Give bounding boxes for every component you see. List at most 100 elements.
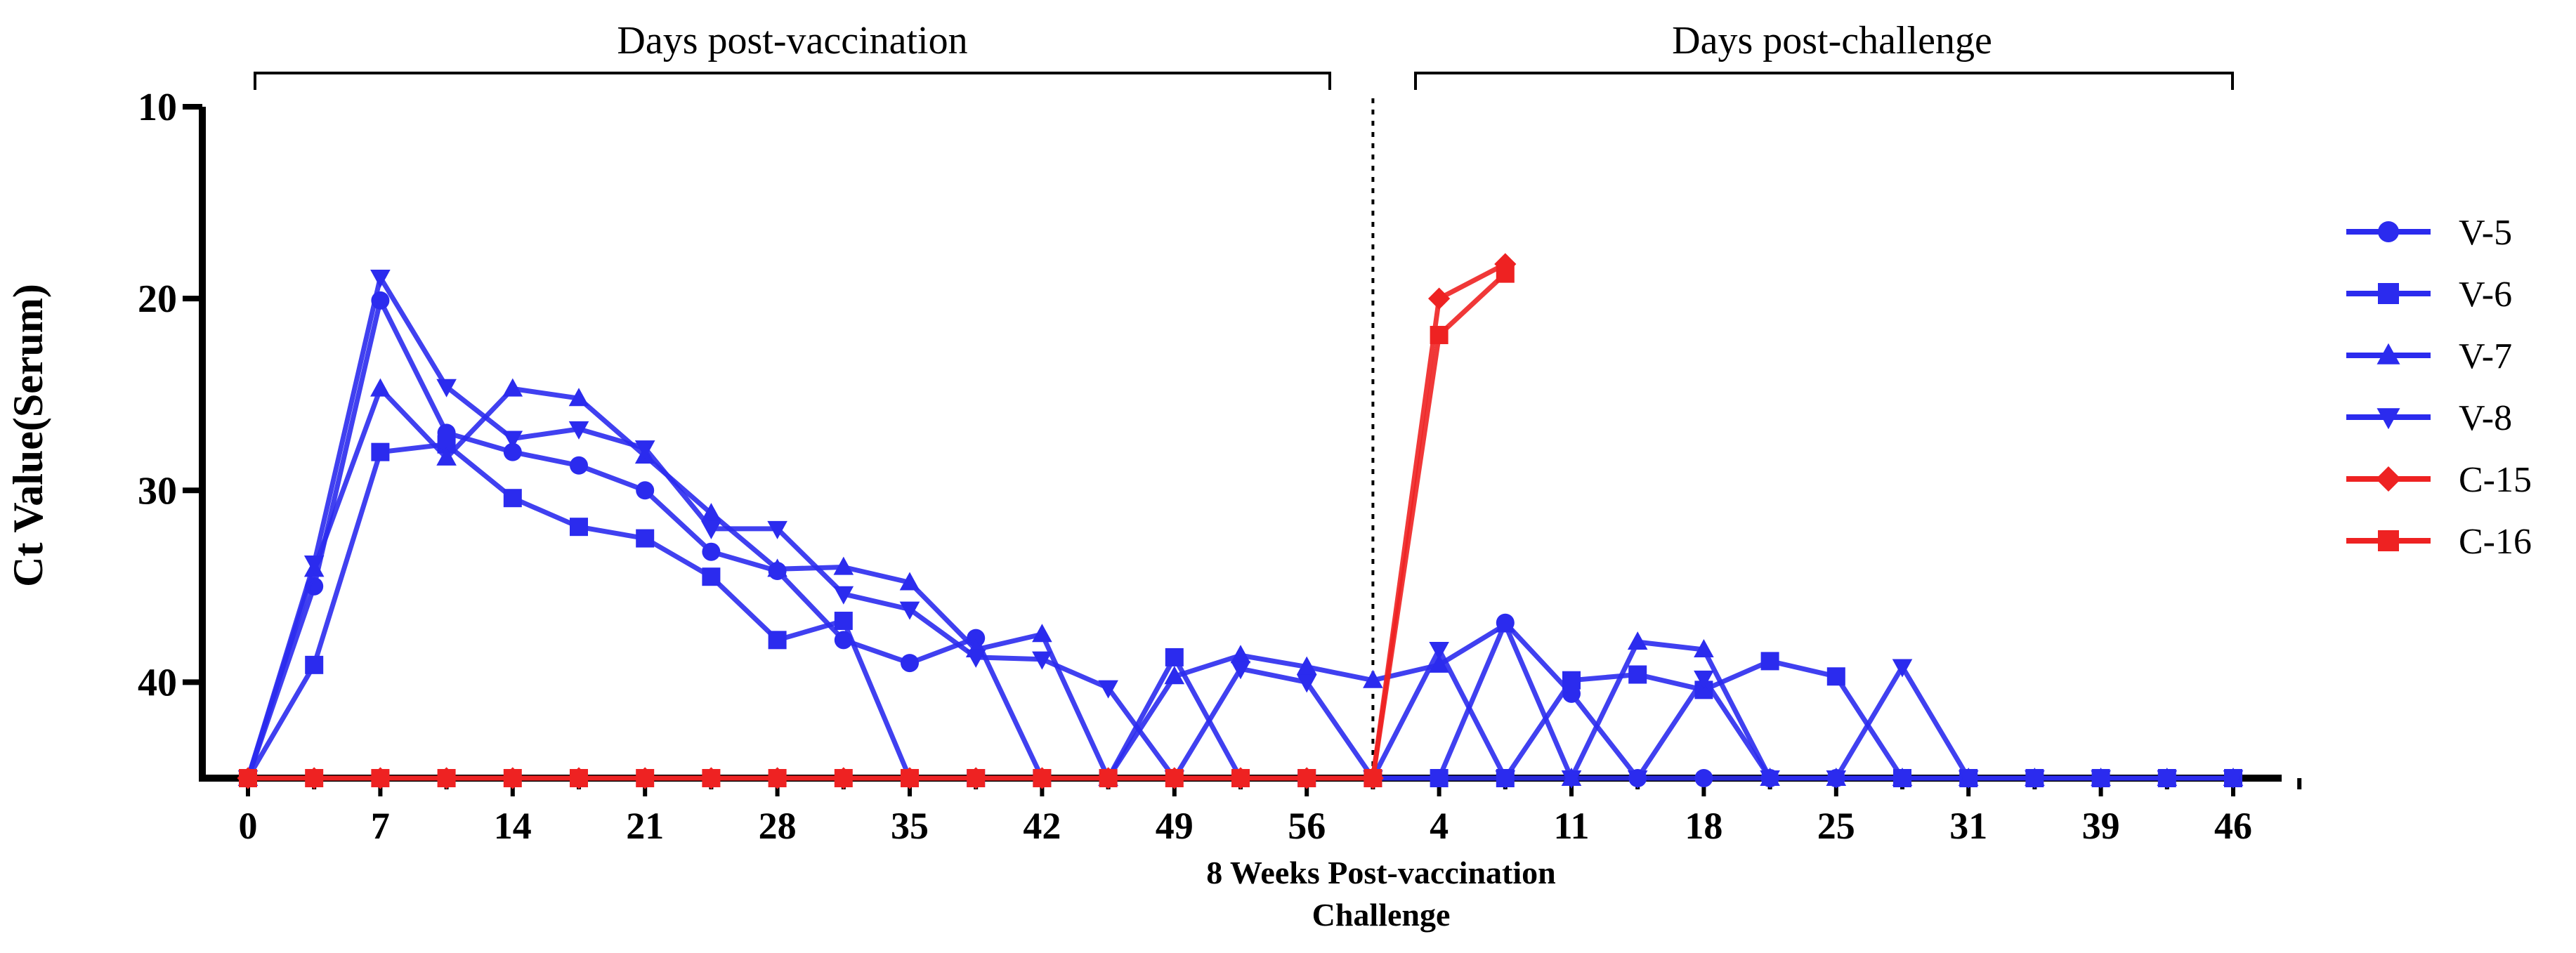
- legend-label: V-7: [2459, 336, 2512, 376]
- data-point-c-15: [1428, 287, 1451, 310]
- x-tick-label: 49: [1156, 805, 1194, 847]
- data-point-v-8: [1694, 670, 1714, 689]
- data-point-v-8: [1561, 770, 1582, 789]
- data-point-v-7: [370, 378, 391, 397]
- legend-label: V-8: [2459, 398, 2512, 438]
- data-point-c-16: [1231, 769, 1250, 787]
- x-tick-label: 28: [759, 805, 797, 847]
- data-point-v-7: [502, 378, 523, 397]
- period-headers: Days post-vaccination Days post-challeng…: [254, 19, 2234, 90]
- data-point-v-6: [1628, 665, 1647, 684]
- y-axis-label: Ct Value(Serum): [5, 284, 51, 587]
- data-point-v-7: [899, 572, 920, 591]
- data-point-v-8: [1958, 770, 1979, 789]
- data-point-v-6: [768, 631, 787, 650]
- data-point-c-16: [371, 769, 390, 787]
- data-point-v-8: [833, 586, 854, 605]
- x-tick-label: 4: [1430, 805, 1449, 847]
- data-point-v-6: [1430, 769, 1449, 787]
- data-point-v-8: [1296, 674, 1317, 693]
- data-point-c-16: [239, 769, 257, 787]
- legend-label: V-6: [2459, 275, 2512, 315]
- legend-label: C-16: [2459, 522, 2532, 562]
- x-tick-label: 25: [1817, 805, 1855, 847]
- legend-marker: [2376, 466, 2401, 492]
- data-point-v-8: [899, 601, 920, 620]
- data-point-v-8: [1032, 651, 1052, 670]
- tick-labels: 10 20 30 40 0 7 14 21 28 35 42 49 56 4 11 18 25 31 39 46: [138, 86, 2252, 847]
- legend-label: V-5: [2459, 213, 2512, 253]
- data-point-v-6: [636, 529, 655, 548]
- data-point-v-7: [1495, 614, 1516, 633]
- x-tick-label: 7: [371, 805, 390, 847]
- data-point-c-16: [768, 769, 787, 787]
- data-point-v-8: [303, 556, 325, 574]
- legend-item-v-5: V-5: [2346, 213, 2512, 253]
- data-point-v-8: [965, 649, 986, 668]
- x-tick-label: 42: [1023, 805, 1061, 847]
- data-point-v-7: [1363, 669, 1383, 688]
- data-point-v-5: [702, 542, 721, 561]
- series-line-c-16: [248, 272, 1508, 781]
- data-point-v-7: [833, 556, 854, 575]
- data-point-v-6: [834, 612, 853, 631]
- data-point-v-5: [901, 654, 919, 673]
- data-point-v-7: [767, 558, 787, 577]
- legend-marker: [2378, 530, 2399, 551]
- x-tick-label: 0: [239, 805, 258, 847]
- x-tick-label: 21: [626, 805, 664, 847]
- data-point-c-16: [702, 769, 721, 787]
- data-point-c-16: [1364, 769, 1382, 787]
- vaccination-period-bracket: [254, 72, 1331, 90]
- data-point-v-8: [1098, 680, 1118, 699]
- data-point-v-7: [1429, 654, 1449, 673]
- data-point-v-5: [503, 442, 522, 461]
- legend-item-c-15: C-15: [2346, 460, 2532, 500]
- data-point-c-16: [636, 769, 655, 787]
- data-point-c-16: [901, 769, 919, 787]
- series-line-v-8: [245, 275, 2233, 781]
- data-point-c-16: [570, 769, 588, 787]
- data-point-v-6: [570, 518, 588, 537]
- data-point-v-6: [1562, 671, 1581, 690]
- data-point-v-7: [701, 503, 721, 522]
- data-point-c-16: [1430, 326, 1449, 345]
- data-point-c-16: [1496, 264, 1515, 283]
- series-line-v-5: [245, 298, 2233, 781]
- data-point-c-16: [1033, 769, 1052, 787]
- data-point-v-8: [502, 431, 523, 449]
- data-point-v-5: [1694, 769, 1713, 787]
- data-point-v-6: [305, 655, 324, 674]
- series-c-16: [239, 264, 1515, 787]
- series-group: [237, 253, 2244, 789]
- series-v-8: [237, 270, 2244, 789]
- x-tick-label: 35: [891, 805, 929, 847]
- data-point-c-16: [305, 769, 324, 787]
- data-point-v-7: [568, 388, 589, 407]
- data-point-v-6: [503, 489, 522, 508]
- data-point-v-5: [636, 481, 655, 500]
- series-v-7: [237, 378, 2244, 787]
- data-point-v-8: [1826, 770, 1847, 789]
- data-point-v-7: [1296, 656, 1317, 675]
- header-post-challenge: Days post-challenge: [1672, 19, 1992, 63]
- data-point-v-8: [436, 379, 457, 397]
- x-axis-label-line1: 8 Weeks Post-vaccination: [1206, 855, 1555, 890]
- data-point-v-8: [2091, 770, 2111, 789]
- data-point-c-16: [503, 769, 522, 787]
- legend-item-c-16: C-16: [2346, 522, 2532, 562]
- x-tick-label: 18: [1685, 805, 1722, 847]
- data-point-v-6: [1760, 652, 1779, 671]
- y-tick-label: 40: [138, 661, 177, 704]
- y-tick-label: 30: [138, 469, 177, 513]
- x-tick-label: 56: [1288, 805, 1326, 847]
- legend: V-5 V-6 V-7 V-8 C-15 C-16: [2346, 213, 2532, 562]
- x-tick-label: 11: [1553, 805, 1589, 847]
- data-point-v-7: [1694, 639, 1714, 658]
- legend-label: C-15: [2459, 460, 2532, 500]
- data-point-c-16: [1099, 769, 1118, 787]
- legend-item-v-8: V-8: [2346, 398, 2512, 438]
- data-point-v-6: [1826, 667, 1845, 686]
- data-point-v-7: [1230, 645, 1251, 664]
